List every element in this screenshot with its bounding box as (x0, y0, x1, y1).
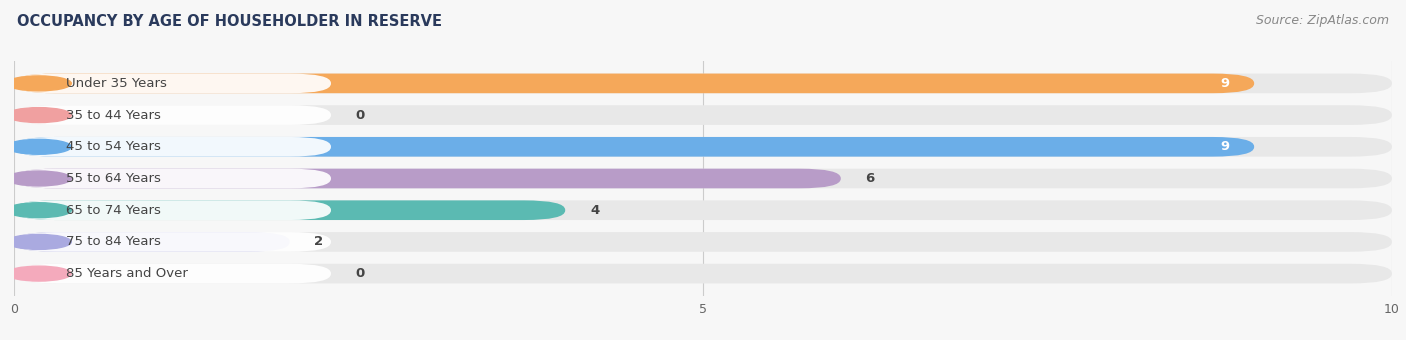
Text: 9: 9 (1220, 77, 1229, 90)
FancyBboxPatch shape (14, 232, 290, 252)
Circle shape (7, 108, 72, 122)
Circle shape (7, 235, 72, 249)
Text: 45 to 54 Years: 45 to 54 Years (66, 140, 162, 153)
Text: 6: 6 (866, 172, 875, 185)
Circle shape (7, 171, 72, 186)
Text: Under 35 Years: Under 35 Years (66, 77, 167, 90)
FancyBboxPatch shape (14, 137, 330, 157)
Circle shape (7, 76, 72, 91)
FancyBboxPatch shape (14, 73, 330, 93)
Text: OCCUPANCY BY AGE OF HOUSEHOLDER IN RESERVE: OCCUPANCY BY AGE OF HOUSEHOLDER IN RESER… (17, 14, 441, 29)
Circle shape (7, 266, 72, 281)
Text: 75 to 84 Years: 75 to 84 Years (66, 235, 162, 249)
Text: 85 Years and Over: 85 Years and Over (66, 267, 188, 280)
FancyBboxPatch shape (14, 73, 1392, 93)
Text: 65 to 74 Years: 65 to 74 Years (66, 204, 162, 217)
Text: 0: 0 (356, 108, 366, 122)
FancyBboxPatch shape (14, 232, 330, 252)
FancyBboxPatch shape (14, 232, 1392, 252)
FancyBboxPatch shape (14, 200, 1392, 220)
FancyBboxPatch shape (14, 264, 330, 284)
Text: 4: 4 (591, 204, 599, 217)
Text: 55 to 64 Years: 55 to 64 Years (66, 172, 162, 185)
FancyBboxPatch shape (14, 169, 1392, 188)
Circle shape (7, 203, 72, 218)
Text: 0: 0 (356, 267, 366, 280)
FancyBboxPatch shape (14, 200, 565, 220)
FancyBboxPatch shape (14, 264, 1392, 284)
Text: 35 to 44 Years: 35 to 44 Years (66, 108, 162, 122)
Text: Source: ZipAtlas.com: Source: ZipAtlas.com (1256, 14, 1389, 27)
Text: 9: 9 (1220, 140, 1229, 153)
FancyBboxPatch shape (14, 105, 1392, 125)
Circle shape (7, 139, 72, 154)
FancyBboxPatch shape (14, 200, 330, 220)
Text: 2: 2 (315, 235, 323, 249)
FancyBboxPatch shape (14, 105, 330, 125)
FancyBboxPatch shape (14, 137, 1392, 157)
FancyBboxPatch shape (14, 169, 841, 188)
FancyBboxPatch shape (14, 137, 1254, 157)
FancyBboxPatch shape (14, 169, 330, 188)
FancyBboxPatch shape (14, 73, 1254, 93)
